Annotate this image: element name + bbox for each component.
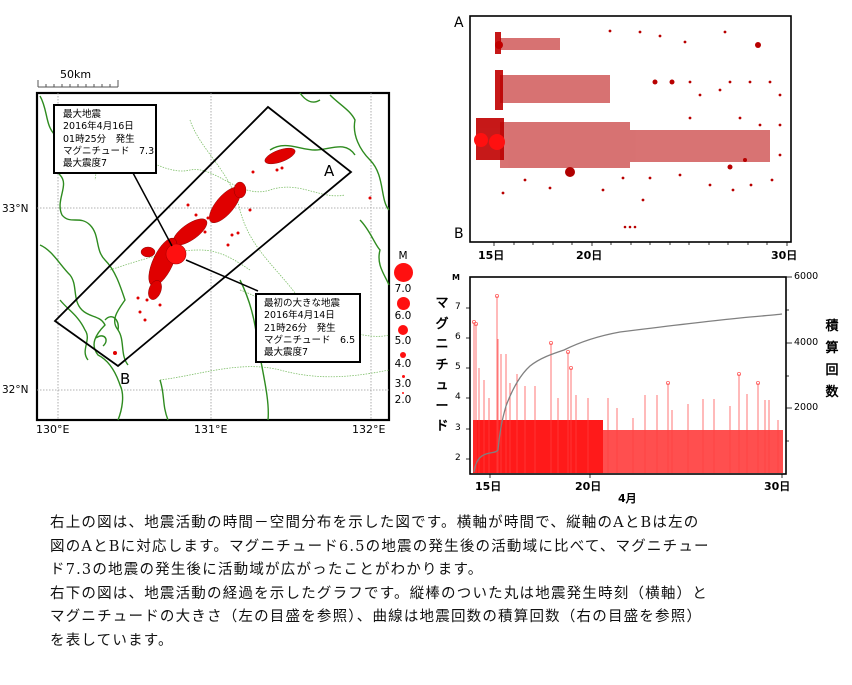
callout-line: 最大震度7 bbox=[264, 347, 309, 359]
y-tick: 3 bbox=[455, 423, 461, 433]
m73-marker bbox=[489, 134, 505, 150]
profile-label-a: A bbox=[324, 162, 335, 180]
m65-marker bbox=[474, 133, 488, 147]
x-tick-15: 15日 bbox=[475, 480, 502, 493]
x-tick-30: 30日 bbox=[764, 480, 791, 493]
legend-label: 3.0 bbox=[394, 378, 412, 390]
y-axis-unit: M bbox=[452, 273, 460, 282]
lon-label-130: 130°E bbox=[36, 423, 70, 436]
profile-box bbox=[53, 105, 353, 368]
description-line: マグニチュードの大きさ（左の目盛を参照）、曲線は地震回数の積算回数（右の目盛を参… bbox=[50, 609, 703, 625]
callout-first-earthquake: 最初の大きな地震 2016年4月14日 21時26分 発生 マグニチュード 6.… bbox=[255, 293, 361, 363]
legend-title: M bbox=[398, 250, 408, 262]
callout-line: 2016年4月16日 bbox=[63, 121, 134, 133]
legend-symbol-5 bbox=[398, 325, 408, 335]
time-space-chart: A B 15日 20日 30日 bbox=[440, 0, 852, 270]
epicenter-map: 50km 33°N 32°N 130°E 131°E 132°E A B 最大地… bbox=[0, 60, 430, 440]
description-text: 右上の図は、地震活動の時間－空間分布を示した図です。横軸が時間で、縦軸のAとBは… bbox=[50, 512, 830, 653]
legend-symbol-7 bbox=[394, 263, 413, 282]
magnitude-time-chart: M 7 6 5 4 3 2 マ グ ニ チ ュ ー ド 6000 4000 20… bbox=[430, 270, 852, 505]
legend-label: 7.0 bbox=[394, 283, 412, 295]
callout-line: 2016年4月14日 bbox=[264, 310, 335, 322]
lon-label-132: 132°E bbox=[352, 423, 386, 436]
callout-line: マグニチュード 6.5 bbox=[264, 334, 356, 346]
y-tick: 7 bbox=[455, 302, 461, 312]
legend-label: 4.0 bbox=[394, 358, 412, 370]
y2-tick: 2000 bbox=[794, 402, 819, 413]
lat-label-33: 33°N bbox=[2, 203, 29, 215]
y-axis-title: マ グ ニ チ ュ ー ド bbox=[435, 296, 449, 434]
cumulative-count-line bbox=[473, 313, 783, 473]
x-tick-30: 30日 bbox=[771, 249, 798, 262]
legend-symbol-3 bbox=[402, 375, 405, 378]
legend-symbol-2 bbox=[402, 392, 404, 394]
legend-label: 6.0 bbox=[394, 310, 412, 322]
lat-label-32: 32°N bbox=[2, 384, 29, 396]
description-line: 図のAとBに対応します。マグニチュード6.5の地震の発生後の活動域に比べて、マグ… bbox=[50, 538, 710, 555]
callout-line: 最初の大きな地震 bbox=[264, 298, 341, 309]
y-tick: 2 bbox=[455, 453, 461, 463]
x-tick-15: 15日 bbox=[478, 249, 505, 262]
x-tick-20: 20日 bbox=[576, 249, 603, 262]
y2-tick: 6000 bbox=[794, 271, 819, 282]
legend-symbol-4 bbox=[400, 352, 406, 358]
mainshock-marker bbox=[165, 243, 187, 265]
axis-label-b: B bbox=[454, 226, 464, 242]
callout-line: 01時25分 発生 bbox=[63, 133, 135, 145]
profile-label-b: B bbox=[120, 370, 131, 388]
scale-bar bbox=[37, 80, 119, 88]
legend-label: 2.0 bbox=[394, 394, 412, 406]
callout-line: 21時26分 発生 bbox=[264, 322, 336, 334]
y2-axis-title: 積 算 回 数 bbox=[825, 319, 839, 400]
description-line: 右下の図は、地震活動の経過を示したグラフです。縦棒のついた丸は地震発生時刻（横軸… bbox=[50, 585, 708, 602]
y2-tick: 4000 bbox=[794, 337, 819, 348]
y-tick: 5 bbox=[455, 362, 461, 372]
legend-label: 5.0 bbox=[394, 335, 412, 347]
description-line: ド7.3の地震の発生後に活動域が広がったことがわかります。 bbox=[50, 562, 484, 578]
x-axis-title: 4月 bbox=[618, 492, 637, 505]
y-tick: 6 bbox=[455, 332, 461, 342]
lon-label-131: 131°E bbox=[194, 423, 228, 436]
callout-line: 最大地震 bbox=[63, 109, 102, 120]
axis-label-a: A bbox=[454, 15, 464, 31]
scale-label: 50km bbox=[60, 68, 92, 81]
callout-line: マグニチュード 7.3 bbox=[63, 145, 155, 157]
description-line: を表しています。 bbox=[50, 632, 174, 649]
callout-max-earthquake: 最大地震 2016年4月16日 01時25分 発生 マグニチュード 7.3 最大… bbox=[53, 104, 157, 174]
description-line: 右上の図は、地震活動の時間－空間分布を示した図です。横軸が時間で、縦軸のAとBは… bbox=[50, 515, 700, 531]
y-tick: 4 bbox=[455, 392, 461, 402]
magnitude-legend: M 7.0 6.0 5.0 4.0 3.0 2.0 bbox=[391, 250, 419, 478]
x-tick-20: 20日 bbox=[575, 480, 602, 493]
legend-symbol-6 bbox=[397, 297, 410, 310]
callout-line: 最大震度7 bbox=[63, 158, 108, 170]
